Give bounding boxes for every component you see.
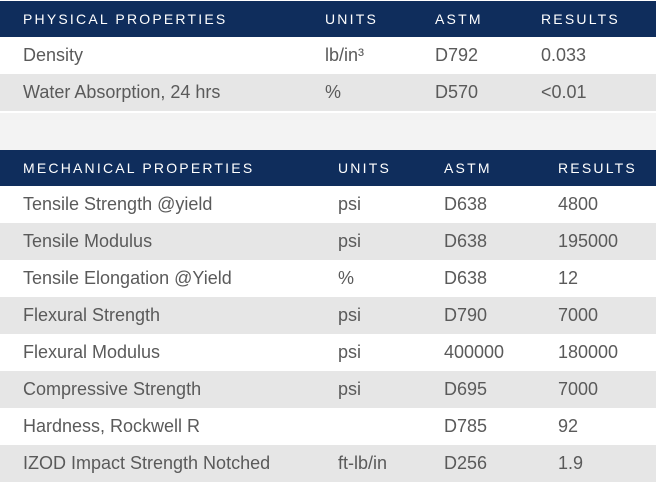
property-astm: D695 <box>444 379 488 399</box>
physical-header-row: PHYSICAL PROPERTIES UNITS ASTM RESULTS <box>0 1 656 37</box>
property-astm: D256 <box>444 453 488 473</box>
property-name: IZOD Impact Strength Notched <box>23 453 271 473</box>
header-property: PHYSICAL PROPERTIES <box>23 11 228 27</box>
property-name: Hardness, Rockwell R <box>23 416 201 436</box>
table-row: Tensile Strength @yield psi D638 4800 <box>0 186 656 223</box>
header-property: MECHANICAL PROPERTIES <box>23 160 255 176</box>
property-name: Tensile Modulus <box>23 231 153 251</box>
mechanical-header-row: MECHANICAL PROPERTIES UNITS ASTM RESULTS <box>0 150 656 186</box>
property-astm: D638 <box>444 194 488 214</box>
property-units: % <box>338 268 355 288</box>
property-result: 0.033 <box>541 45 587 65</box>
header-results: RESULTS <box>558 160 637 176</box>
property-astm: 400000 <box>444 342 505 362</box>
property-astm: D570 <box>435 82 479 102</box>
physical-properties-table: PHYSICAL PROPERTIES UNITS ASTM RESULTS D… <box>0 1 656 111</box>
header-units: UNITS <box>325 11 378 27</box>
table-row: Flexural Strength psi D790 7000 <box>0 297 656 334</box>
property-astm: D792 <box>435 45 479 65</box>
property-units: psi <box>338 379 362 399</box>
property-result: <0.01 <box>541 82 587 102</box>
property-result: 12 <box>558 268 579 288</box>
property-result: 1.9 <box>558 453 584 473</box>
property-result: 195000 <box>558 231 619 251</box>
property-name: Tensile Elongation @Yield <box>23 268 232 288</box>
property-units: ft-lb/in <box>338 453 388 473</box>
table-row: Density lb/in³ D792 0.033 <box>0 37 656 74</box>
property-units: psi <box>338 231 362 251</box>
header-units: UNITS <box>338 160 391 176</box>
header-astm: ASTM <box>435 11 483 27</box>
table-row: Hardness, Rockwell R D785 92 <box>0 408 656 445</box>
property-name: Compressive Strength <box>23 379 202 399</box>
property-name: Tensile Strength @yield <box>23 194 213 214</box>
property-units: psi <box>338 305 362 325</box>
property-units: lb/in³ <box>325 45 365 65</box>
property-astm: D638 <box>444 231 488 251</box>
property-result: 4800 <box>558 194 599 214</box>
property-astm: D790 <box>444 305 488 325</box>
table-row: Water Absorption, 24 hrs % D570 <0.01 <box>0 74 656 111</box>
property-astm: D785 <box>444 416 488 436</box>
property-units: psi <box>338 194 362 214</box>
property-result: 180000 <box>558 342 619 362</box>
property-units: psi <box>338 342 362 362</box>
table-row: Tensile Elongation @Yield % D638 12 <box>0 260 656 297</box>
property-name: Flexural Strength <box>23 305 161 325</box>
property-name: Water Absorption, 24 hrs <box>23 82 221 102</box>
property-astm: D638 <box>444 268 488 288</box>
table-row: IZOD Impact Strength Notched ft-lb/in D2… <box>0 445 656 482</box>
table-row: Flexural Modulus psi 400000 180000 <box>0 334 656 371</box>
header-results: RESULTS <box>541 11 620 27</box>
header-astm: ASTM <box>444 160 492 176</box>
table-row: Compressive Strength psi D695 7000 <box>0 371 656 408</box>
property-result: 7000 <box>558 305 599 325</box>
property-name: Density <box>23 45 84 65</box>
property-units: % <box>325 82 342 102</box>
property-name: Flexural Modulus <box>23 342 161 362</box>
mechanical-properties-table: MECHANICAL PROPERTIES UNITS ASTM RESULTS… <box>0 150 656 482</box>
property-result: 7000 <box>558 379 599 399</box>
section-spacer <box>0 113 656 150</box>
table-row: Tensile Modulus psi D638 195000 <box>0 223 656 260</box>
property-result: 92 <box>558 416 579 436</box>
